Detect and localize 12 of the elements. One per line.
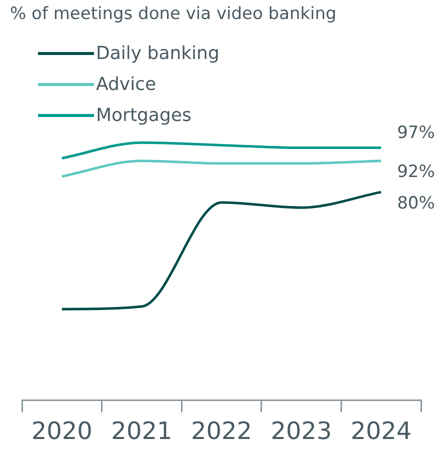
data-label: 92% [397,162,435,182]
x-tick-label: 2021 [111,416,172,445]
chart-title: % of meetings done via video banking [10,4,336,24]
x-tick-label: 2023 [270,416,332,445]
x-tick-label: 2022 [190,416,252,445]
data-label: 97% [397,123,435,144]
data-label: 80% [397,193,435,214]
legend-label: Daily banking [96,43,220,64]
x-tick-label: 2020 [31,416,92,445]
x-tick-label: 2024 [350,416,412,445]
legend-label: Advice [96,74,156,95]
legend-label: Mortgages [96,105,192,126]
